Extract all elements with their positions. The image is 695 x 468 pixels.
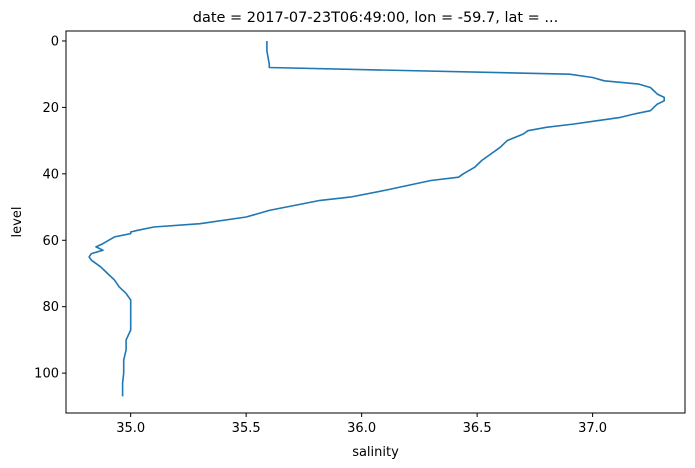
x-axis-ticks: 35.0 35.5 36.0 36.5 37.0: [116, 413, 607, 436]
chart-title: date = 2017-07-23T06:49:00, lon = -59.7,…: [193, 10, 559, 26]
x-tick-label: 37.0: [578, 421, 607, 436]
y-axis-ticks: 0 20 40 60 80 100: [34, 34, 66, 381]
x-tick-label: 36.5: [463, 421, 492, 436]
plot-area: [66, 31, 685, 413]
x-axis-label: salinity: [352, 445, 399, 460]
y-axis-label: level: [10, 207, 25, 238]
y-tick-label: 80: [42, 300, 59, 315]
y-tick-label: 100: [34, 367, 59, 382]
x-tick-label: 35.5: [232, 421, 261, 436]
y-tick-label: 20: [42, 101, 59, 116]
x-tick-label: 35.0: [116, 421, 145, 436]
y-tick-label: 60: [42, 234, 59, 249]
y-tick-label: 0: [51, 34, 59, 49]
y-tick-label: 40: [42, 167, 59, 182]
x-tick-label: 36.0: [347, 421, 376, 436]
